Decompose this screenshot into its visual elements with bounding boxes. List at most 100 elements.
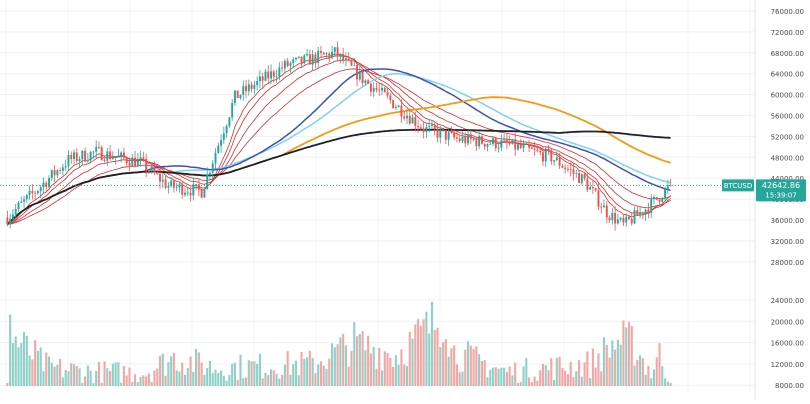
volume-tick-label: 16000.00 (771, 340, 804, 348)
candle (208, 171, 211, 180)
volume-bar (428, 333, 431, 386)
candle-body (17, 202, 20, 210)
candle-body (353, 65, 356, 66)
volume-bar (541, 363, 545, 386)
volume-bar (322, 365, 325, 386)
volume-bar (347, 366, 350, 386)
volume-bar (530, 382, 533, 386)
volume-bar (627, 321, 631, 386)
candle-body (641, 212, 644, 215)
candle (145, 153, 148, 178)
candle (314, 51, 317, 69)
volume-bar (239, 354, 242, 386)
candle (73, 149, 75, 165)
symbol-label: BTCUSD (724, 182, 753, 190)
candle (48, 175, 50, 189)
candle (319, 45, 322, 59)
candle-body (655, 197, 658, 200)
candle (517, 140, 519, 152)
volume-bar (6, 383, 9, 386)
volume-bar (558, 356, 561, 386)
volume-bar (92, 383, 95, 386)
volume-bar (197, 352, 200, 386)
candle (178, 181, 181, 193)
volume-bar (472, 349, 475, 386)
candle (375, 82, 378, 93)
volume-bar (317, 364, 320, 386)
candle (86, 152, 89, 163)
candle-body (572, 169, 575, 174)
candle-body (500, 140, 503, 148)
candle (655, 197, 658, 201)
volume-bar (503, 367, 506, 386)
candle (295, 57, 297, 62)
candle-body (414, 117, 417, 127)
volume-bar (544, 365, 547, 386)
candle-body (553, 160, 556, 162)
candle (644, 208, 647, 221)
candle-body (361, 71, 364, 84)
volume-bar (278, 378, 281, 386)
volume-bar (61, 377, 64, 386)
volume-bar (450, 348, 453, 386)
volume-bar (408, 331, 411, 386)
volume-bar (20, 343, 23, 386)
volume-bar (561, 368, 564, 386)
candle (514, 132, 517, 156)
candle (633, 206, 636, 225)
candle-body (403, 116, 406, 119)
volume-bar (158, 356, 162, 386)
volume-bars (6, 301, 672, 386)
candle-body (616, 219, 619, 224)
candle-body (636, 210, 639, 216)
volume-bar (86, 365, 89, 386)
candle (652, 195, 655, 205)
volume-bar (483, 360, 486, 386)
candle-body (525, 143, 528, 145)
volume-bar (195, 348, 198, 386)
volume-bar (147, 373, 150, 386)
candle (467, 130, 470, 146)
candle-body (36, 191, 39, 194)
candle (508, 135, 511, 147)
candle-body (669, 185, 672, 187)
candle (42, 177, 45, 194)
volume-bar (133, 374, 137, 386)
volume-bar (508, 366, 511, 386)
volume-bar (536, 381, 539, 386)
candle (578, 170, 581, 184)
candle (336, 41, 339, 62)
candle-body (281, 67, 284, 69)
candle (647, 202, 650, 219)
candle-body (253, 85, 256, 89)
volume-bar (11, 343, 14, 386)
moving-average-line-3 (7, 68, 671, 225)
volume-bar (103, 361, 106, 386)
candle-body (444, 130, 447, 140)
price-tick-label: 68000.00 (771, 50, 804, 58)
volume-bar (53, 366, 56, 386)
candle (81, 150, 84, 166)
candle-body (517, 144, 519, 150)
candle (59, 167, 62, 174)
candle-body (128, 163, 131, 167)
candle (109, 145, 112, 161)
candle (103, 155, 106, 163)
candle-body (569, 169, 572, 170)
volume-bar (214, 369, 217, 386)
volume-bar (164, 375, 167, 386)
volume-bar (47, 356, 51, 386)
volume-bar (539, 370, 542, 386)
candle-body (186, 192, 189, 194)
candle-body (336, 47, 339, 57)
candle (250, 81, 253, 93)
candle (189, 187, 192, 202)
volume-bar (525, 358, 528, 386)
candle (167, 182, 170, 194)
price-tick-label: 44000.00 (771, 175, 804, 183)
candle-body (541, 152, 544, 162)
volume-bar (272, 370, 275, 386)
volume-bar (378, 347, 381, 386)
candle-body (319, 50, 322, 53)
